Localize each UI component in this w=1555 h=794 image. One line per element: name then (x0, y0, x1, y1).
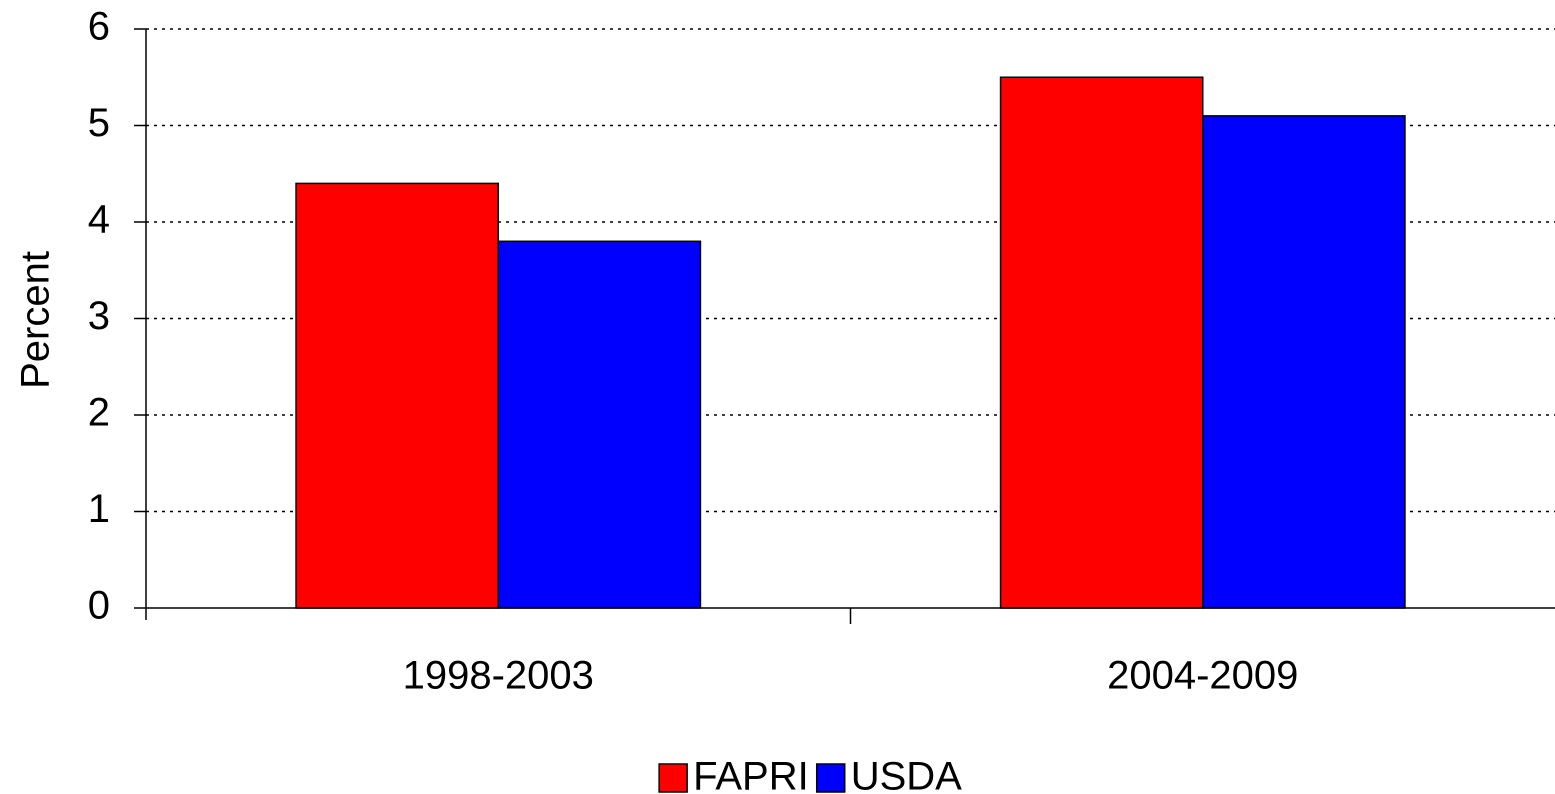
y-tick-label: 6 (88, 5, 110, 49)
legend-swatch (815, 763, 846, 793)
y-tick-label: 4 (88, 198, 110, 242)
y-tick-label: 0 (88, 584, 110, 628)
legend-swatch (658, 763, 688, 793)
bar (295, 182, 499, 609)
x-tick-label: 2004-2009 (1107, 654, 1298, 698)
legend-label: USDA (851, 755, 962, 794)
y-tick-label: 2 (88, 391, 110, 435)
legend-label: FAPRI (693, 755, 809, 794)
y-tick-label: 5 (88, 101, 110, 145)
bar (1202, 115, 1406, 609)
y-axis-label: Percent (14, 251, 58, 389)
y-tick-label: 1 (88, 487, 110, 531)
x-tick-label: 1998-2003 (403, 654, 594, 698)
y-tick-label: 3 (88, 294, 110, 338)
bar (497, 240, 702, 609)
bar (999, 76, 1204, 609)
